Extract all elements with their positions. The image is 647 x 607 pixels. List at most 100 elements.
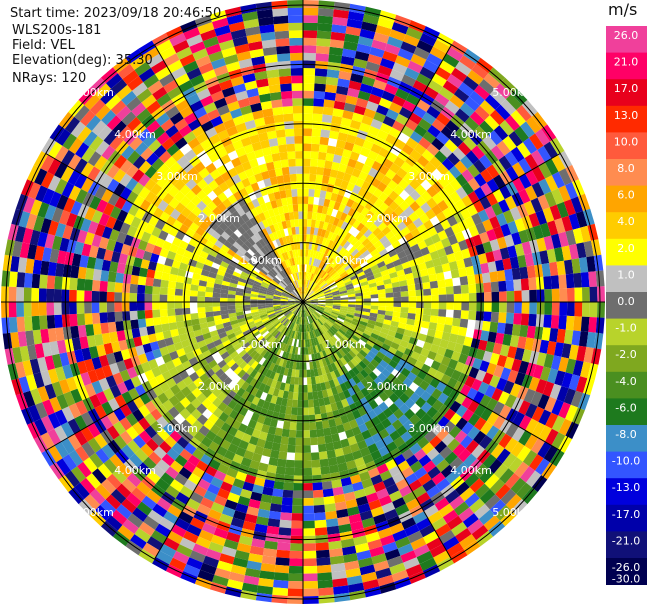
radar-gate xyxy=(537,194,550,210)
radar-gate xyxy=(183,276,193,285)
radar-gate xyxy=(307,307,314,314)
radar-gate xyxy=(305,279,308,288)
radar-gate xyxy=(197,291,206,297)
radar-gate xyxy=(300,317,303,325)
radar-gate xyxy=(167,315,177,324)
radar-gate xyxy=(315,276,321,284)
radar-gate xyxy=(514,372,526,386)
radar-gate xyxy=(307,264,311,273)
radar-gate xyxy=(558,231,569,248)
radar-gate xyxy=(293,384,299,393)
radar-gate xyxy=(70,265,80,279)
radar-gate xyxy=(273,572,289,581)
radar-gate xyxy=(305,309,308,317)
radar-gate xyxy=(479,488,496,504)
radar-gate xyxy=(408,112,423,125)
radar-gate xyxy=(321,262,328,271)
radar-gate xyxy=(294,143,303,152)
radar-gate xyxy=(293,483,303,491)
radar-gate xyxy=(303,287,306,295)
radar-gate xyxy=(214,567,231,580)
radar-gate xyxy=(388,359,398,369)
radar-gate xyxy=(348,302,356,305)
radar-gate xyxy=(318,197,325,206)
radar-gate xyxy=(182,307,191,315)
radar-gate xyxy=(77,324,87,338)
radar-gate xyxy=(355,292,364,297)
radar-gate xyxy=(317,297,326,300)
radar-gate xyxy=(364,6,382,18)
radar-gate xyxy=(528,212,540,228)
radar-gate xyxy=(375,24,392,37)
radar-gate xyxy=(307,289,312,296)
radar-gate xyxy=(391,240,402,250)
radar-gate xyxy=(312,284,319,291)
radar-gate xyxy=(322,221,329,231)
radar-gate xyxy=(385,458,398,471)
radar-gate xyxy=(334,93,347,103)
radar-gate xyxy=(384,315,393,321)
radar-gate xyxy=(280,512,292,521)
radar-gate xyxy=(308,280,313,289)
radar-gate xyxy=(355,97,369,109)
radar-gate xyxy=(331,309,340,314)
radar-gate xyxy=(503,380,515,395)
radar-gate xyxy=(424,430,437,443)
radar-gate xyxy=(393,398,405,409)
colorbar-tick-label: -2.0 xyxy=(615,348,636,361)
radar-gate xyxy=(363,366,373,375)
radar-gate xyxy=(378,495,393,507)
radar-gate xyxy=(359,28,376,40)
radar-gate xyxy=(277,136,287,146)
radar-gate xyxy=(438,503,454,518)
radar-gate xyxy=(376,351,386,360)
radar-gate xyxy=(458,239,469,251)
radar-gate xyxy=(417,436,430,449)
radar-gate xyxy=(379,347,388,356)
radar-gate xyxy=(450,269,460,279)
radar-gate xyxy=(474,403,487,418)
radar-gate xyxy=(240,457,252,468)
radar-gate xyxy=(46,315,56,329)
radar-gate xyxy=(379,122,393,134)
radar-gate xyxy=(307,316,312,324)
radar-gate xyxy=(129,292,138,302)
radar-gate xyxy=(314,353,319,362)
radar-gate xyxy=(347,306,356,311)
radar-gate xyxy=(269,371,276,380)
radar-gate xyxy=(453,343,464,354)
radar-gate xyxy=(319,280,326,287)
radar-gate xyxy=(346,311,355,316)
radar-gate xyxy=(439,255,449,265)
radar-gate xyxy=(144,309,153,319)
radar-gate xyxy=(364,343,373,351)
radar-gate xyxy=(334,146,344,157)
radar-gate xyxy=(393,387,404,399)
radar-gate xyxy=(303,339,306,348)
radar-gate xyxy=(247,467,259,477)
radar-gate xyxy=(380,57,395,70)
radar-gate xyxy=(347,387,356,397)
radar-gate xyxy=(308,181,316,190)
radar-gate xyxy=(332,306,341,310)
radar-gate xyxy=(467,164,481,178)
radar-gate xyxy=(412,105,427,119)
radar-gate xyxy=(519,266,529,280)
radar-gate xyxy=(438,302,447,310)
radar-gate xyxy=(342,110,354,120)
radar-gate xyxy=(303,90,315,99)
radar-gate xyxy=(207,508,222,521)
radar-gate xyxy=(382,407,394,419)
radar-gate xyxy=(378,306,386,311)
ring-label: 3.00km xyxy=(156,422,198,435)
radar-gate xyxy=(220,293,228,298)
radar-gate xyxy=(317,572,333,581)
radar-gate xyxy=(314,345,320,353)
radar-gate xyxy=(211,534,226,547)
radar-gate xyxy=(350,520,364,531)
radar-gate xyxy=(365,531,380,543)
radar-gate xyxy=(291,75,303,84)
radar-gate xyxy=(338,163,348,173)
radar-gate xyxy=(454,361,466,373)
